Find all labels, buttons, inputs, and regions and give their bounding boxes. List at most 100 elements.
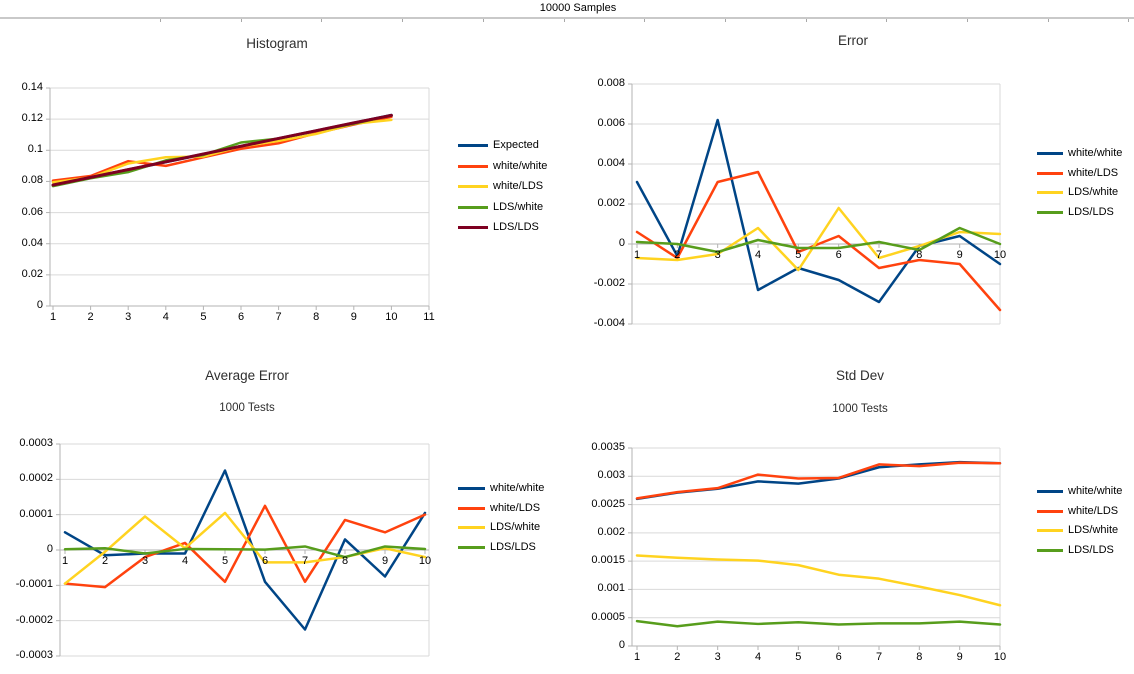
series-line-LDS-LDS [635,619,1002,628]
x-axis-label-histogram: 3 [125,311,132,323]
x-axis-label-std-dev: 10 [993,651,1007,663]
ruler-tick [725,19,726,22]
x-axis-label-average-error: 1 [61,555,69,567]
legend-label-white-white: white/white [490,482,545,494]
legend-label-LDS-white: LDS/white [1068,186,1119,199]
x-axis-label-average-error: 5 [221,555,229,567]
x-axis-label-histogram: 1 [49,311,57,323]
ruler-tick [160,19,161,22]
y-axis-label-std-dev: 0.0035 [591,441,625,453]
legend-label-LDS-white: LDS/white [1068,524,1119,537]
x-axis-label-average-error: 8 [341,555,349,567]
legend-label-white-LDS: white/LDS [1068,166,1119,179]
y-axis-label-histogram: 0.1 [27,143,43,156]
ruler-tick [402,19,403,22]
x-axis-label-std-dev: 1 [633,651,641,663]
series-line-LDS-LDS [63,545,427,559]
y-axis-label-histogram: 0.12 [21,112,43,125]
chart-title-histogram: Histogram [246,36,308,51]
y-axis-label-std-dev: 0.0015 [591,554,625,567]
y-axis-label-average-error: -0.0001 [15,578,53,591]
y-axis-label-error: 0.006 [597,117,625,129]
legend-swatch-white-white [458,164,488,168]
x-axis-label-std-dev: 3 [714,651,721,663]
legend-swatch-LDS-white [1037,191,1063,195]
y-axis-label-std-dev: 0.0005 [591,610,625,623]
x-axis-label-average-error: 4 [181,555,189,567]
series-line-LDS-white [635,554,1002,607]
y-axis-label-average-error: 0.0002 [19,472,53,485]
legend-swatch-LDS-white [458,526,485,530]
legend-swatch-LDS-white [1037,529,1063,533]
ruler-tick [483,19,484,22]
x-axis-label-histogram: 2 [87,311,94,323]
y-axis-label-histogram: 0.02 [21,267,43,280]
legend-swatch-Expected [458,144,488,147]
ruler-tick [644,19,645,22]
y-axis-label-std-dev: 0.001 [597,582,625,595]
y-axis-label-histogram: 0.04 [21,236,43,249]
x-axis-label-error: 10 [993,249,1007,261]
y-axis-label-average-error: -0.0002 [15,613,53,626]
legend-swatch-white-LDS [458,185,488,188]
legend-swatch-LDS-white [458,205,488,209]
legend-swatch-LDS-LDS [1037,211,1063,215]
y-axis-label-histogram: 0.08 [21,174,43,187]
legend-label-LDS-LDS: LDS/LDS [1068,543,1114,556]
series-line-white-white [635,118,1002,304]
chart-subtitle-std-dev: 1000 Tests [832,403,888,415]
y-axis-label-histogram: 0 [36,299,43,311]
x-axis-label-error: 7 [875,249,883,261]
x-axis-label-average-error: 3 [141,555,149,567]
legend-swatch-white-LDS [1037,509,1063,513]
x-axis-label-std-dev: 5 [795,651,802,663]
x-axis-label-histogram: 4 [162,311,169,323]
x-axis-label-error: 8 [916,249,923,261]
series-line-LDS-LDS [51,113,393,187]
y-axis-label-histogram: 0.06 [21,205,43,218]
series-line-white-white [635,460,1002,501]
x-axis-label-histogram: 7 [275,311,282,323]
x-axis-label-histogram: 9 [350,311,357,323]
y-axis-label-std-dev: 0 [618,639,625,651]
y-axis-label-average-error: 0 [46,543,53,555]
legend-label-white-white: white/white [1068,147,1123,159]
x-axis-label-histogram: 5 [200,311,207,323]
legend-swatch-white-white [458,487,485,490]
y-axis-label-error: 0.008 [597,77,625,89]
legend-swatch-LDS-LDS [458,226,488,229]
ruler-tick [1128,19,1129,22]
x-axis-label-histogram: 11 [423,311,435,323]
legend-label-Expected: Expected [493,139,539,151]
legend-swatch-white-LDS [1037,171,1063,175]
y-axis-label-average-error: 0.0001 [19,507,53,520]
legend-swatch-white-LDS [458,506,485,510]
x-axis-label-error: 4 [754,249,762,261]
legend-label-LDS-LDS: LDS/LDS [1068,206,1114,219]
x-axis-label-error: 5 [795,249,802,261]
y-axis-label-average-error: 0.0003 [19,437,53,449]
series-line-white-LDS [635,170,1002,312]
chart-title-error: Error [838,33,868,48]
x-axis-label-average-error: 10 [418,555,432,567]
x-axis-label-average-error: 7 [301,555,309,567]
x-axis-label-average-error: 6 [261,555,269,567]
y-axis-label-error: -0.002 [593,277,625,289]
series-line-LDS-LDS [635,226,1002,254]
series-line-white-LDS [635,461,1002,500]
y-axis-label-error: 0.004 [597,157,625,169]
legend-swatch-white-white [1037,490,1063,493]
x-axis-label-error: 2 [674,249,681,261]
x-axis-label-error: 3 [714,249,721,261]
series-line-white-white [63,469,427,631]
chart-subtitle-average-error: 1000 Tests [219,402,275,414]
y-axis-label-std-dev: 0.003 [597,469,625,482]
legend-label-white-LDS: white/LDS [1068,504,1119,517]
x-axis-label-std-dev: 7 [875,651,883,663]
x-axis-label-std-dev: 4 [754,651,762,663]
x-axis-label-histogram: 6 [237,311,245,323]
x-axis-label-histogram: 8 [313,311,320,323]
x-axis-label-histogram: 10 [385,311,398,323]
